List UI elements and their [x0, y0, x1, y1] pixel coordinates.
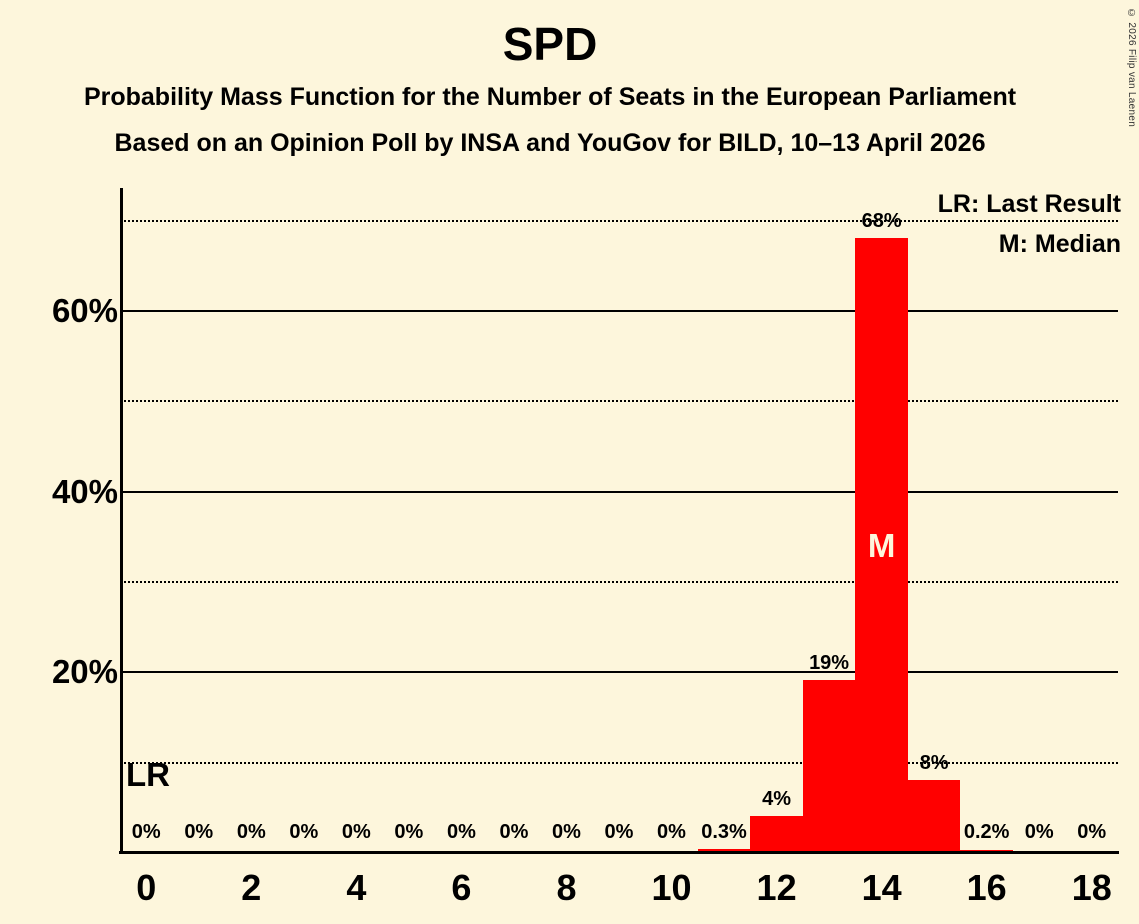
x-axis-tick-label: 14: [861, 867, 902, 908]
x-axis-tick-label: 8: [556, 867, 577, 908]
legend-item-last-result: LR: Last Result: [937, 190, 1121, 218]
median-marker: M: [867, 526, 896, 564]
y-axis-tick-label: 40%: [51, 472, 118, 510]
bar-value-label: 4%: [762, 787, 792, 810]
gridline-dotted-30: [120, 581, 1118, 584]
bar-value-label: 0%: [341, 821, 371, 843]
bar-value-label: 0%: [289, 821, 319, 843]
bar-value-label: 0.3%: [701, 821, 747, 843]
bar-value-label: 0%: [1077, 821, 1107, 843]
bar-value-label: 19%: [809, 652, 850, 675]
x-axis-tick-label: 4: [346, 867, 367, 908]
gridline-dotted-50: [120, 400, 1118, 403]
last-result-marker: LR: [126, 755, 170, 793]
plot-area: [120, 190, 1118, 852]
chart-source-subtitle: Based on an Opinion Poll by INSA and You…: [114, 129, 986, 157]
gridline-dotted-70: [120, 219, 1118, 222]
bar-value-label: 0%: [446, 821, 476, 843]
bar-value-label: 0%: [499, 821, 529, 843]
bar: [697, 849, 751, 852]
gridline-dotted-10: [120, 761, 1118, 764]
gridline-solid-20: [120, 671, 1118, 674]
bar-value-label: 0%: [184, 821, 214, 843]
bar: [750, 815, 803, 852]
legend-item-median: M: Median: [998, 230, 1121, 258]
gridline-solid-40: [120, 490, 1118, 493]
bar-value-label: 8%: [919, 751, 949, 774]
x-axis-tick-label: 18: [1071, 867, 1112, 908]
y-axis-tick-label: 60%: [51, 292, 118, 330]
x-axis-tick-label: 0: [136, 867, 157, 908]
x-axis-tick-label: 16: [966, 867, 1007, 908]
bar: [855, 237, 908, 852]
x-axis-tick-label: 2: [241, 867, 262, 908]
bar-value-label: 0%: [604, 821, 634, 843]
page-title: SPD: [502, 18, 598, 70]
bar-value-label: 0%: [394, 821, 424, 843]
x-axis-tick-label: 6: [451, 867, 472, 908]
x-axis-line: [119, 851, 1119, 854]
copyright-notice: © 2026 Filip van Laenen: [1126, 8, 1137, 128]
x-axis-tick-labels: 0 2 4 6 8 10 12 14 16 18: [120, 866, 1118, 916]
gridline-solid-60: [120, 310, 1118, 313]
bar-value-label: 68%: [861, 209, 902, 232]
x-axis-tick-label: 10: [651, 867, 692, 908]
bar-value-label: 0%: [236, 821, 266, 843]
bar-value-label: 0%: [657, 821, 686, 843]
bar-value-label: 0%: [1024, 821, 1054, 843]
x-axis-tick-label: 12: [756, 867, 797, 908]
bar-value-label: 0%: [131, 821, 161, 843]
bar-value-label: 0.2%: [963, 821, 1010, 843]
y-axis-line: [120, 188, 123, 854]
y-axis-tick-label: 20%: [51, 653, 118, 691]
bar: [802, 680, 856, 852]
title-block: SPD Probability Mass Function for the Nu…: [0, 0, 1100, 162]
chart-legend: LR: Last Result M: Median: [938, 184, 1121, 264]
bar: [907, 779, 961, 852]
chart-subtitle: Probability Mass Function for the Number…: [83, 83, 1017, 111]
bar-value-label: 0%: [552, 821, 581, 843]
